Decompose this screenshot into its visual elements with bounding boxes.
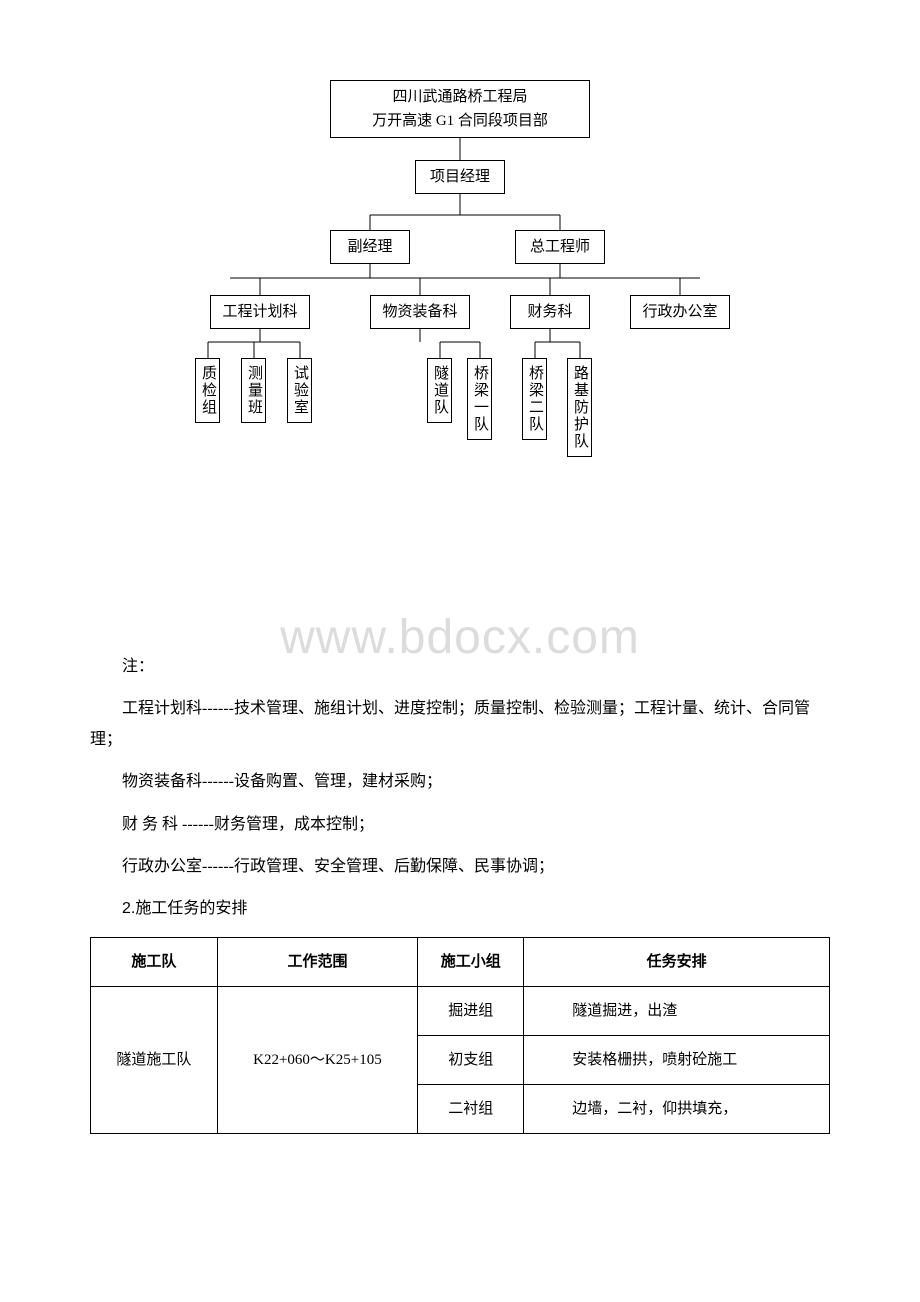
org-node-team-survey: 测量班 — [241, 358, 266, 423]
table-header-3: 任务安排 — [524, 937, 830, 986]
table-header-0: 施工队 — [91, 937, 218, 986]
section-2-title: 2.施工任务的安排 — [90, 894, 830, 924]
org-chart: 四川武通路桥工程局 万开高速 G1 合同段项目部 项目经理 副经理 总工程师 工… — [140, 80, 780, 480]
notes-plan: 工程计划科------技术管理、施组计划、进度控制；质量控制、检验测量；工程计量… — [90, 694, 830, 755]
org-chart-lines — [140, 80, 780, 480]
org-top-line1: 四川武通路桥工程局 — [392, 89, 527, 105]
org-node-team-bridge2: 桥梁二队 — [522, 358, 547, 440]
table-range: K22+060～K25+105 — [217, 986, 417, 1133]
table-task-0: 隧道掘进，出渣 — [524, 986, 830, 1035]
notes-finance: 财 务 科 ------财务管理，成本控制； — [90, 810, 830, 840]
table-group-1: 初支组 — [418, 1035, 524, 1084]
section-2-text: 2.施工任务的安排 — [122, 900, 247, 917]
notes-header: 注： — [90, 652, 830, 682]
org-node-team-tunnel: 隧道队 — [427, 358, 452, 423]
org-node-team-lab: 试验室 — [287, 358, 312, 423]
org-node-dept-supply: 物资装备科 — [370, 295, 470, 329]
table-task-2: 边墙，二衬，仰拱填充， — [524, 1084, 830, 1133]
table-group-2: 二衬组 — [418, 1084, 524, 1133]
table-group-0: 掘进组 — [418, 986, 524, 1035]
org-node-top: 四川武通路桥工程局 万开高速 G1 合同段项目部 — [330, 80, 590, 138]
table-header-row: 施工队 工作范围 施工小组 任务安排 — [91, 937, 830, 986]
org-node-dept-finance: 财务科 — [510, 295, 590, 329]
org-node-dept-plan: 工程计划科 — [210, 295, 310, 329]
table-header-1: 工作范围 — [217, 937, 417, 986]
notes-supply: 物资装备科------设备购置、管理，建材采购； — [90, 767, 830, 797]
org-top-line2: 万开高速 G1 合同段项目部 — [372, 113, 548, 129]
org-node-team-roadbase: 路基防护队 — [567, 358, 592, 457]
org-node-team-qc: 质检组 — [195, 358, 220, 423]
table-row: 隧道施工队 K22+060～K25+105 掘进组 隧道掘进，出渣 — [91, 986, 830, 1035]
org-node-chief: 总工程师 — [515, 230, 605, 264]
org-node-deputy: 副经理 — [330, 230, 410, 264]
org-node-dept-admin: 行政办公室 — [630, 295, 730, 329]
org-node-manager: 项目经理 — [415, 160, 505, 194]
table-header-2: 施工小组 — [418, 937, 524, 986]
table-task-1: 安装格栅拱，喷射砼施工 — [524, 1035, 830, 1084]
notes-admin: 行政办公室------行政管理、安全管理、后勤保障、民事协调； — [90, 852, 830, 882]
org-node-team-bridge1: 桥梁一队 — [467, 358, 492, 440]
task-table: 施工队 工作范围 施工小组 任务安排 隧道施工队 K22+060～K25+105… — [90, 937, 830, 1134]
table-team: 隧道施工队 — [91, 986, 218, 1133]
